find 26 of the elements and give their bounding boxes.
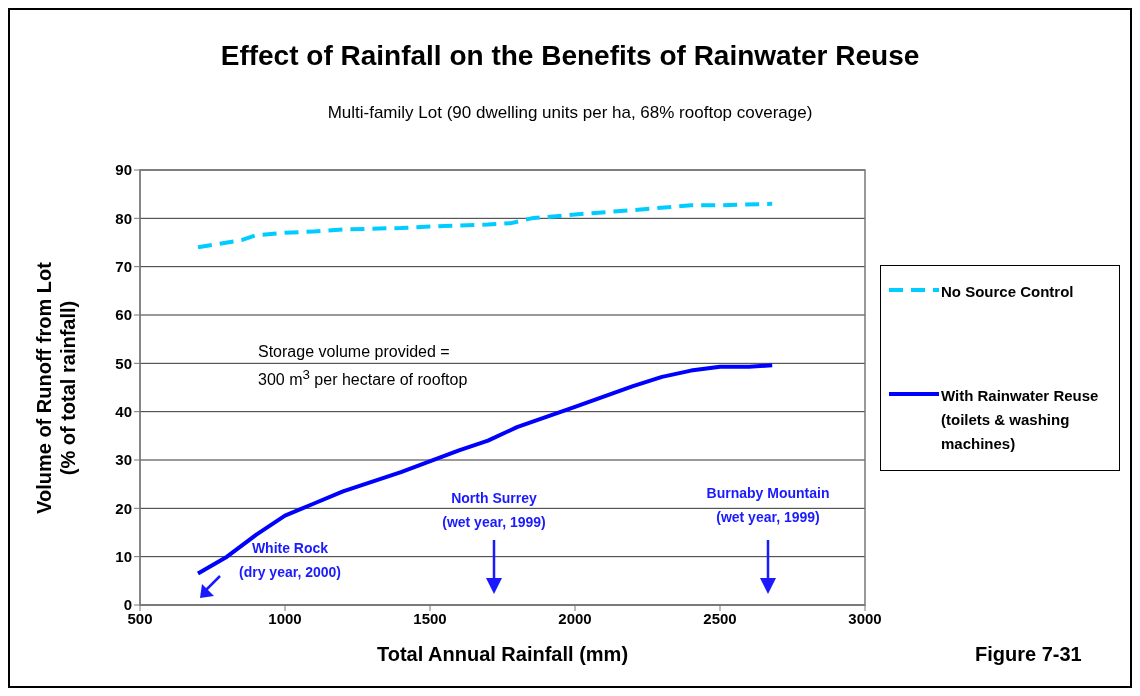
line-series xyxy=(196,201,775,250)
y-tick-label: 90 xyxy=(115,161,132,179)
x-tick-label: 2500 xyxy=(703,609,737,627)
x-tick-label: 3000 xyxy=(848,609,882,627)
legend-label: With Rainwater Reuse (toilets & washing machines) xyxy=(941,386,1100,454)
annotation: Burnaby Mountain (wet year, 1999) xyxy=(706,485,830,525)
caption: Figure 7-31 xyxy=(975,643,1082,666)
chart-subtitle: Multi-family Lot (90 dwelling units per ha, 68% rooftop coverage) xyxy=(326,103,814,123)
y-axis-title: Volume of Runoff from Lot (% of total rainfall) xyxy=(32,261,80,514)
y-tick-label: 40 xyxy=(115,402,132,420)
y-tick-label: 60 xyxy=(115,306,132,324)
y-tick-label: 70 xyxy=(115,257,132,275)
x-axis-title: Total Annual Rainfall (mm) xyxy=(375,643,630,666)
annotation: White Rock (dry year, 2000) xyxy=(239,540,341,580)
y-tick-label: 20 xyxy=(115,499,132,517)
chart-title: Effect of Rainfall on the Benefits of Rainwater Reuse xyxy=(219,40,921,72)
annotation: Storage volume provided = 300 m$^{3}$ per hectare of rooftop xyxy=(258,342,468,391)
x-tick-label: 1500 xyxy=(413,609,447,627)
y-tick-label: 10 xyxy=(115,547,132,565)
y-tick-label: 50 xyxy=(115,354,132,372)
x-tick-label: 2000 xyxy=(558,609,592,627)
y-tick-label: 80 xyxy=(115,209,132,227)
annotation: North Surrey (wet year, 1999) xyxy=(442,490,546,530)
x-tick-label: 1000 xyxy=(268,609,302,627)
legend-label: No Source Control xyxy=(941,282,1075,302)
y-tick-label: 30 xyxy=(115,451,132,469)
